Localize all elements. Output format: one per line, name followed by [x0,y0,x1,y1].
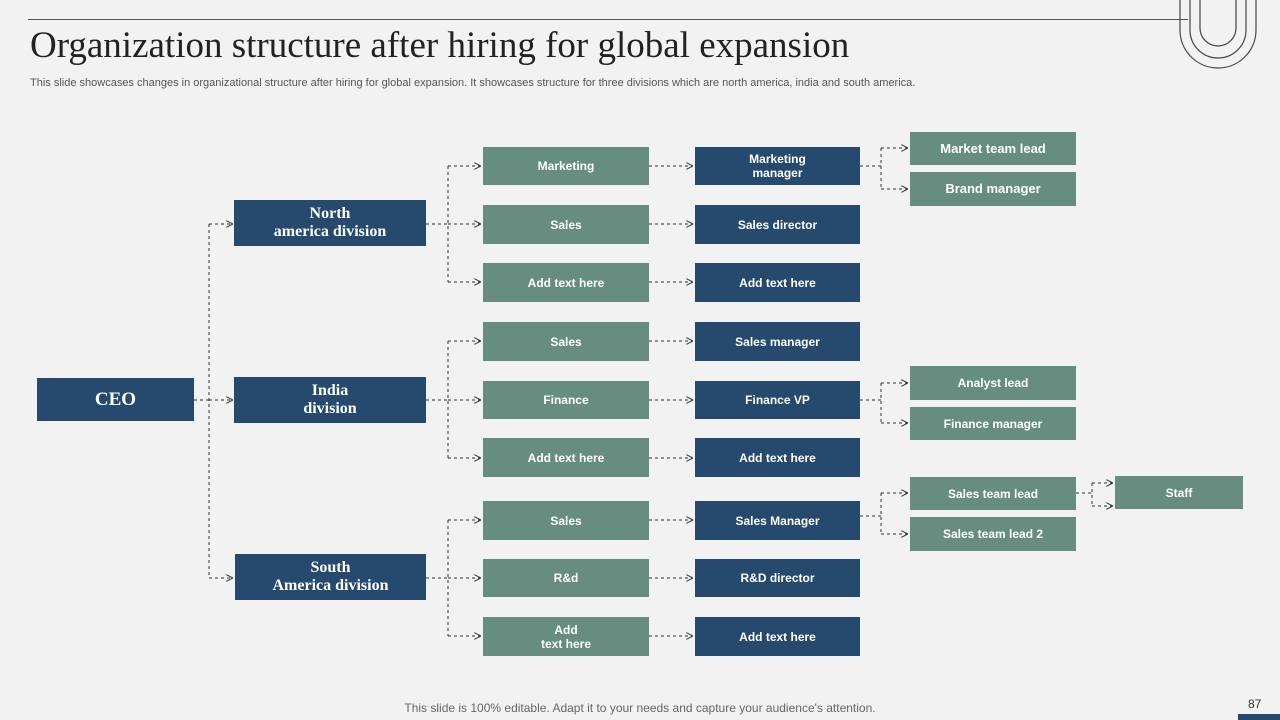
report-node: Sales team lead 2 [910,517,1076,551]
top-rule [28,19,1188,20]
report-node: Sales team lead [910,477,1076,510]
page-subtitle: This slide showcases changes in organiza… [30,77,916,89]
division-north-america: North america division [234,200,426,246]
department-node: Marketing [483,147,649,185]
role-node: Marketing manager [695,147,860,185]
department-node: Finance [483,381,649,419]
department-node: Sales [483,205,649,244]
report-node: Analyst lead [910,366,1076,400]
department-node: Sales [483,501,649,540]
department-node: Add text here [483,263,649,302]
ceo-node: CEO [37,378,194,421]
role-node: Add text here [695,263,860,302]
page-number-bar [1238,714,1280,720]
decorative-arch-icon [1179,0,1257,69]
department-node: Add text here [483,617,649,656]
report-node: Market team lead [910,132,1076,165]
footer-note: This slide is 100% editable. Adapt it to… [404,701,876,715]
role-node: Finance VP [695,381,860,419]
role-node: R&D director [695,559,860,597]
division-india: India division [234,377,426,423]
staff-node: Staff [1115,476,1243,509]
department-node: Sales [483,322,649,361]
department-node: Add text here [483,438,649,477]
report-node: Finance manager [910,407,1076,440]
report-node: Brand manager [910,172,1076,206]
page-number: 87 [1248,697,1262,711]
division-south-america: South America division [235,554,426,600]
department-node: R&d [483,559,649,597]
role-node: Sales manager [695,322,860,361]
role-node: Sales director [695,205,860,244]
role-node: Sales Manager [695,501,860,540]
page-title: Organization structure after hiring for … [30,25,850,66]
role-node: Add text here [695,617,860,656]
role-node: Add text here [695,438,860,477]
